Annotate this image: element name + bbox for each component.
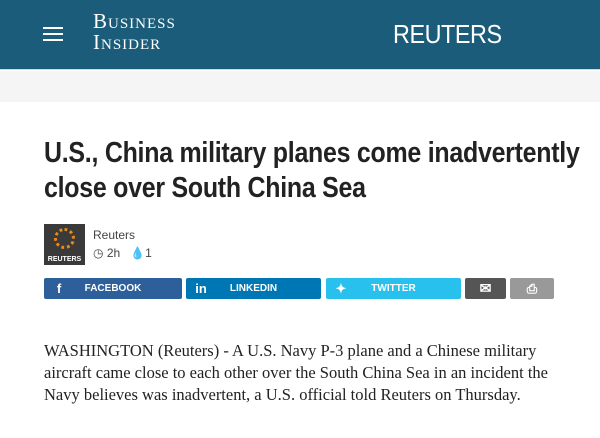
ad-strip — [0, 71, 600, 102]
site-header: Business Insider REUTERS — [0, 0, 600, 70]
linkedin-label: LINKEDIN — [229, 283, 278, 294]
logo-line2: Insider — [93, 30, 162, 54]
avatar-text: REUTERS — [47, 256, 82, 263]
article-body: WASHINGTON (Reuters) - A U.S. Navy P-3 p… — [44, 341, 548, 404]
flame-icon: 💧 — [130, 246, 146, 260]
twitter-label: TWITTER — [371, 283, 416, 294]
author-avatar: REUTERS — [44, 224, 85, 265]
timestamp: 2h — [106, 246, 121, 260]
facebook-share-button[interactable]: f FACEBOOK — [44, 278, 182, 299]
linkedin-share-button[interactable]: in LINKEDIN — [186, 278, 321, 299]
reuters-logo-icon — [54, 228, 75, 249]
hamburger-menu-icon[interactable] — [43, 27, 63, 41]
twitter-icon: ✦ — [335, 280, 347, 296]
article-title: U.S., China military planes come inadver… — [44, 137, 580, 204]
business-insider-logo[interactable]: Business Insider — [93, 11, 176, 53]
partner-brand: REUTERS — [393, 19, 502, 49]
facebook-icon: f — [56, 281, 62, 296]
printer-icon: ⎙ — [526, 280, 538, 296]
print-button[interactable]: ⎙ — [510, 278, 554, 299]
twitter-share-button[interactable]: ✦ TWITTER — [326, 278, 461, 299]
view-count: 1 — [145, 246, 152, 260]
envelope-icon: ✉ — [479, 280, 492, 296]
article-meta: ◷ 2h 💧1 — [93, 246, 152, 260]
clock-icon: ◷ — [93, 246, 104, 260]
author-name[interactable]: Reuters — [93, 228, 136, 242]
linkedin-icon: in — [195, 281, 207, 296]
logo-line1: Business — [93, 9, 176, 33]
facebook-label: FACEBOOK — [84, 283, 142, 294]
email-share-button[interactable]: ✉ — [465, 278, 506, 299]
